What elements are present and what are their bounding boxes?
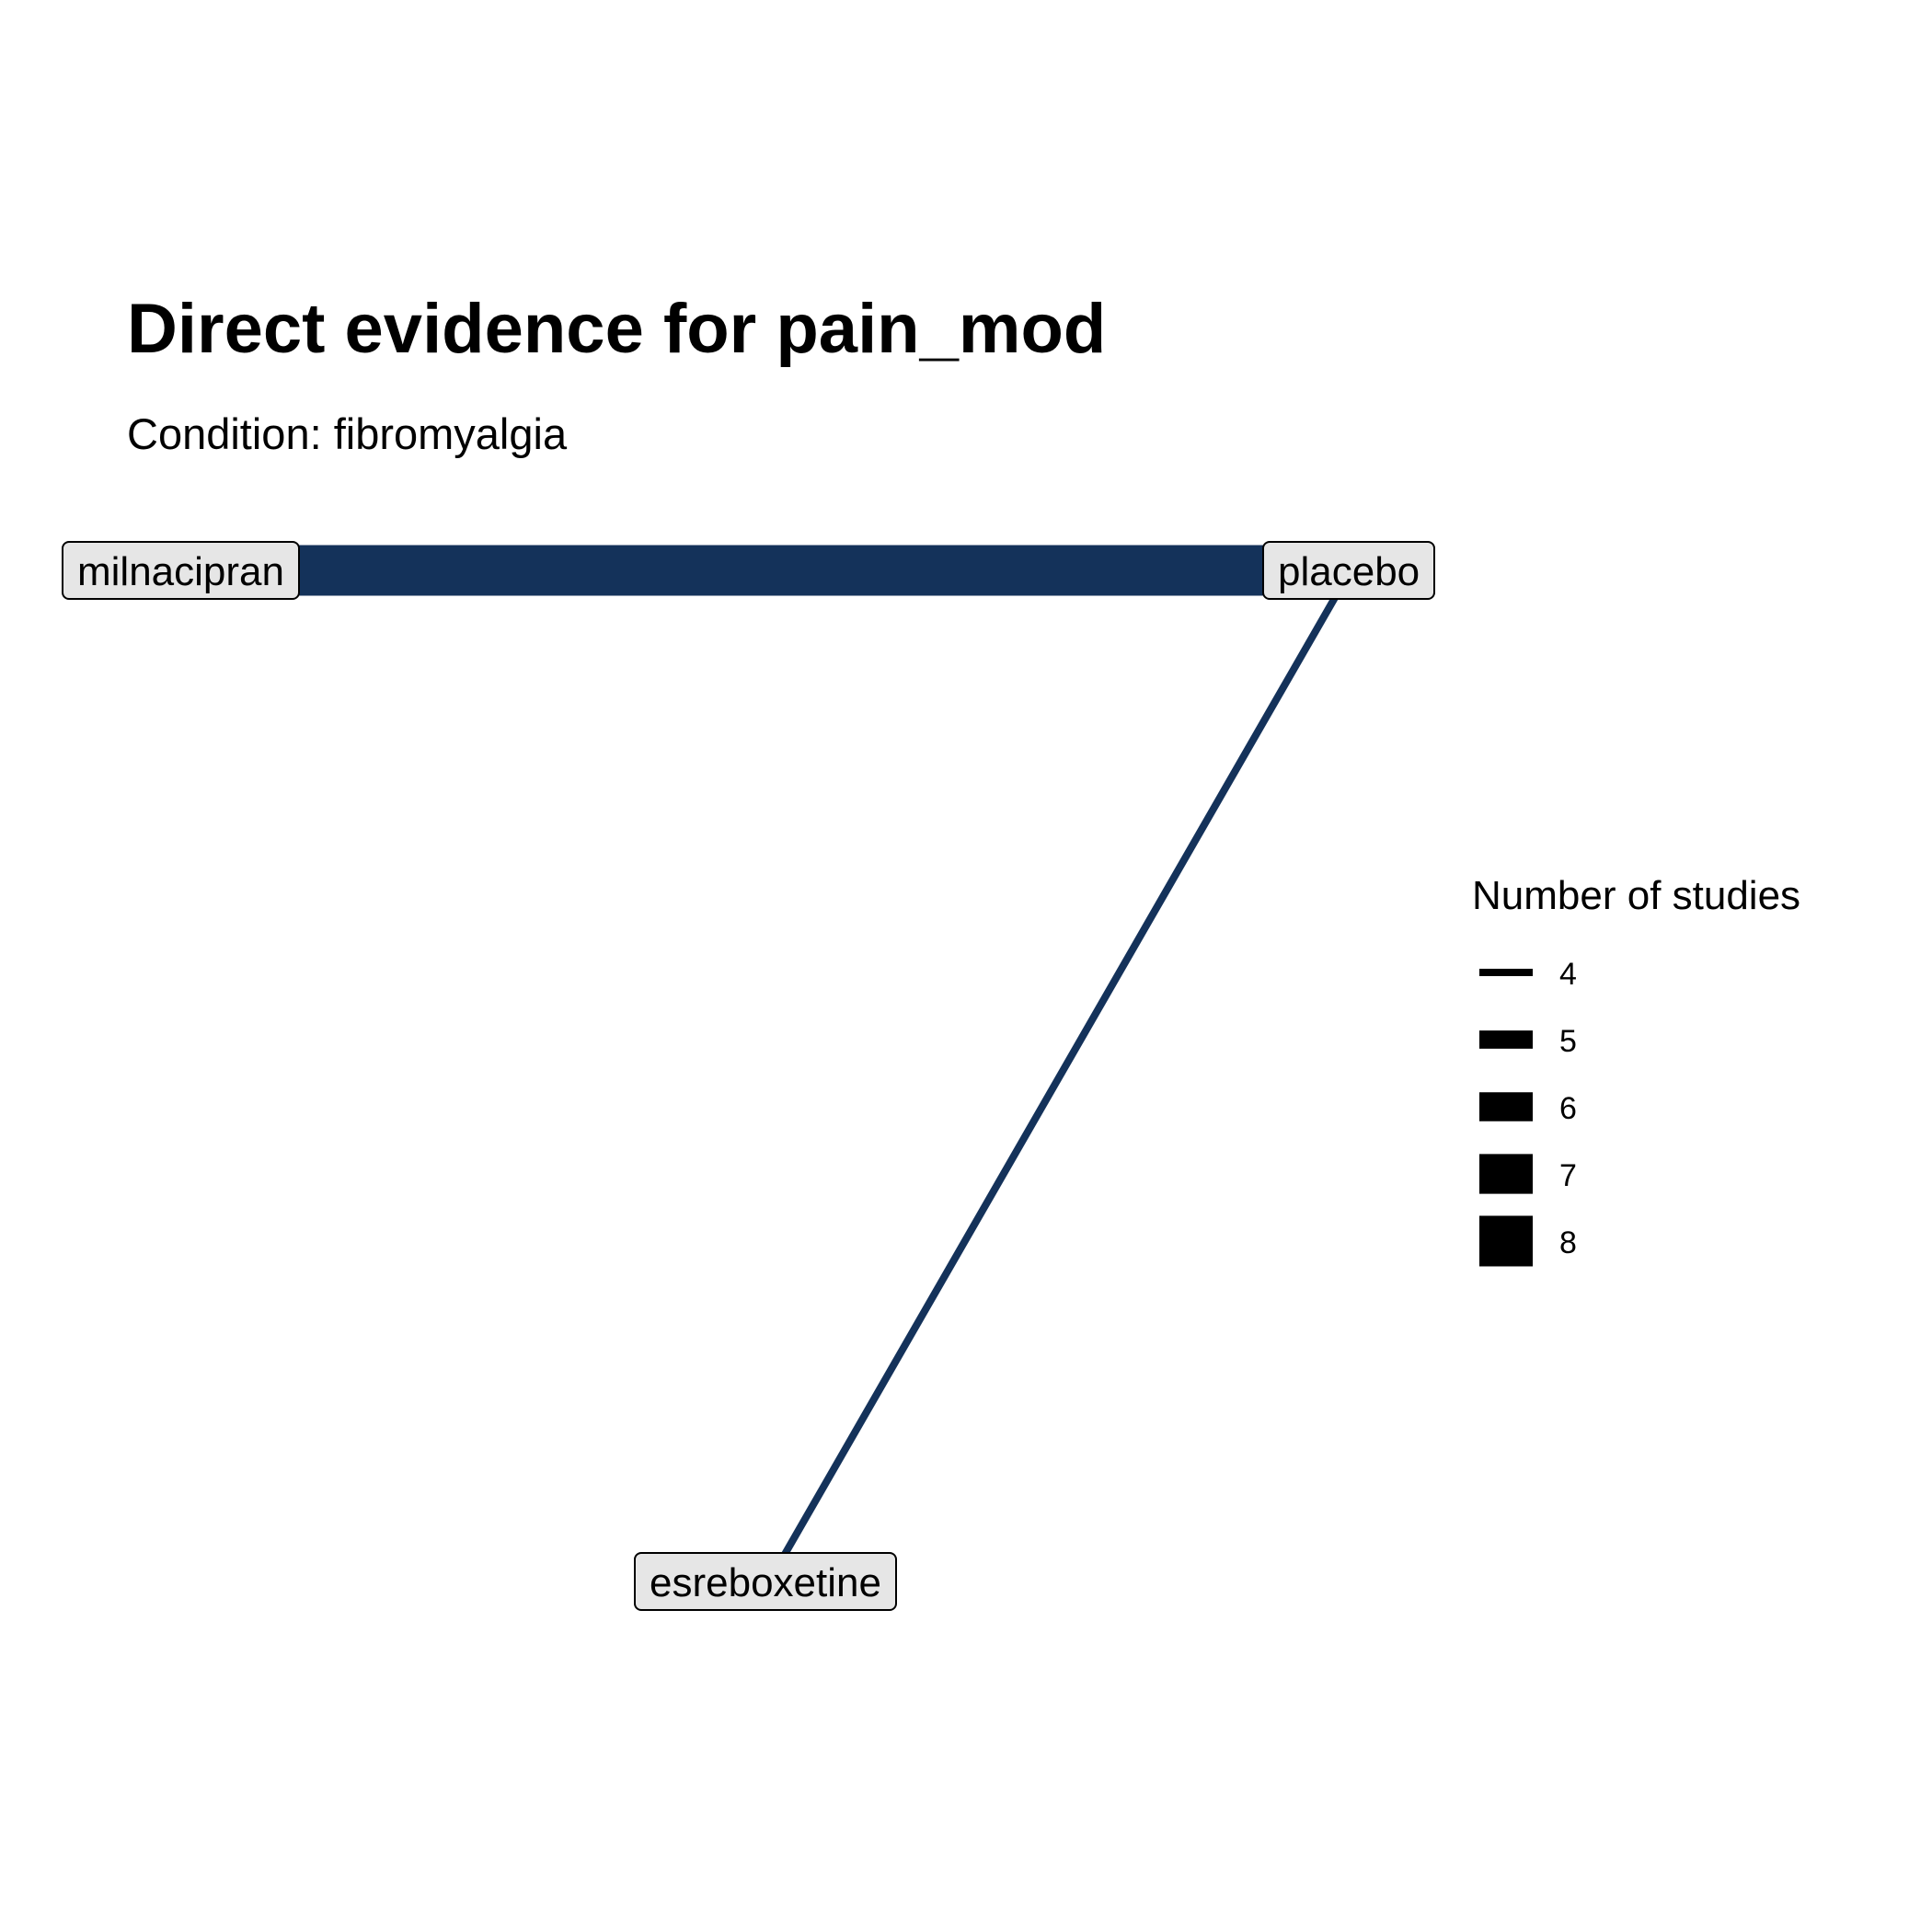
legend-label-7: 7 bbox=[1559, 1158, 1577, 1193]
plot-subtitle: Condition: fibromyalgia bbox=[127, 409, 568, 458]
node-milnacipran: milnacipran bbox=[62, 541, 300, 600]
legend-key-7 bbox=[1479, 1154, 1533, 1194]
legend-label-8: 8 bbox=[1559, 1225, 1577, 1260]
node-esreboxetine: esreboxetine bbox=[634, 1552, 897, 1611]
edge-placebo-esreboxetine bbox=[765, 569, 1354, 1583]
legend-key-6 bbox=[1479, 1092, 1533, 1121]
node-placebo: placebo bbox=[1262, 541, 1436, 600]
legend-key-5 bbox=[1479, 1030, 1533, 1049]
legend-label-5: 5 bbox=[1559, 1024, 1577, 1059]
legend-title: Number of studies bbox=[1472, 873, 1801, 918]
legend-key-4 bbox=[1479, 969, 1533, 976]
plot-title: Direct evidence for pain_mod bbox=[127, 290, 1107, 368]
legend-keys bbox=[1479, 969, 1533, 1267]
legend-label-4: 4 bbox=[1559, 957, 1577, 992]
legend-label-6: 6 bbox=[1559, 1091, 1577, 1126]
legend-key-8 bbox=[1479, 1215, 1533, 1267]
edges-layer bbox=[184, 545, 1354, 1583]
